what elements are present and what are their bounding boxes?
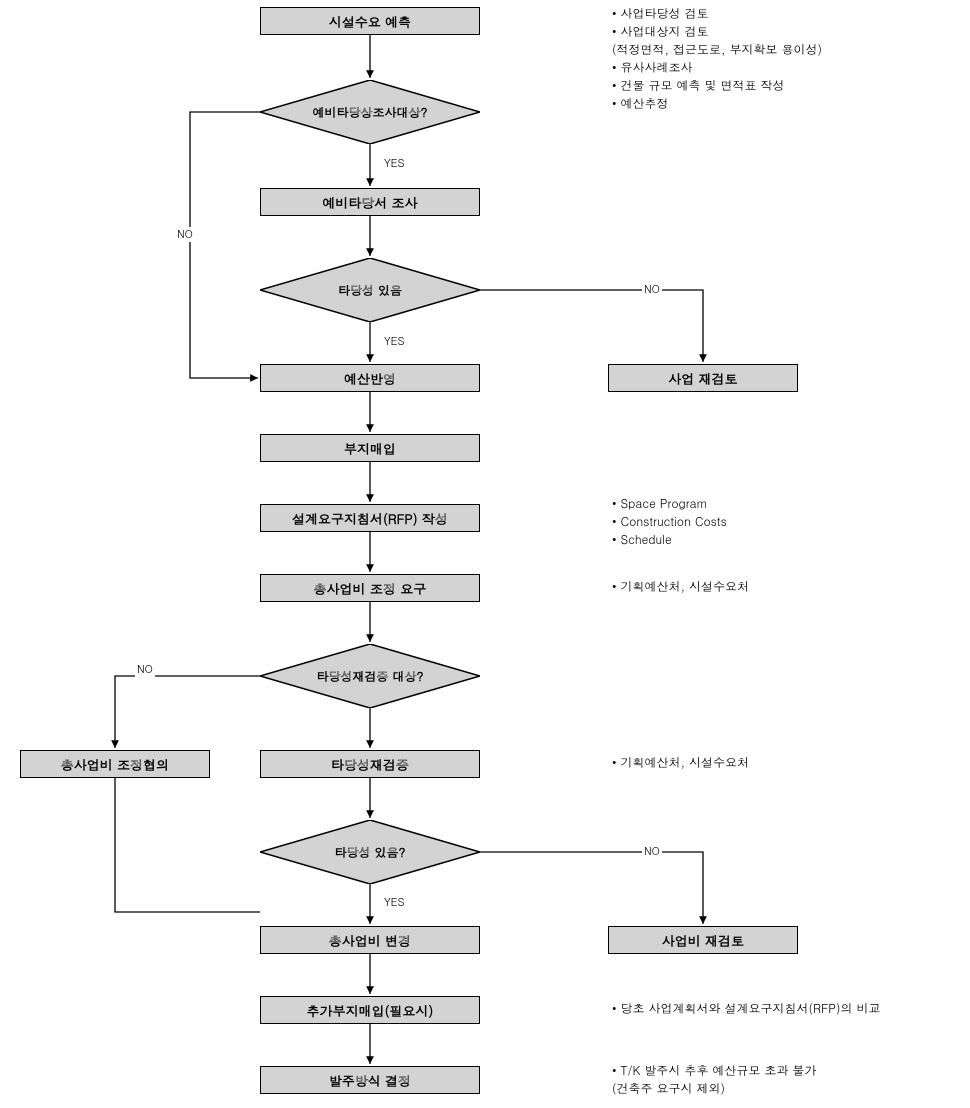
node-n9b: 사업비 재검토 <box>608 926 798 954</box>
node-n6: 총사업비 조정 요구 <box>260 574 480 602</box>
annotation-line: • 예산추정 <box>612 95 822 113</box>
edge-label-no1: NO <box>175 227 195 242</box>
annotation-line: • 사업타당성 검토 <box>612 5 822 23</box>
node-label: 총사업비 변경 <box>329 931 411 950</box>
node-d1: 예비타당상조사대상? <box>260 80 480 144</box>
flowchart-canvas: 시설수요 예측 예비타당서 조사 예산반영 사업 재검토 부지매입 설계요구지침… <box>0 0 970 1108</box>
node-d3: 타당성재검증 대상? <box>260 644 480 708</box>
annotation-line: • 사업대상지 검토 <box>612 23 822 41</box>
node-n10: 추가부지매입(필요시) <box>260 996 480 1024</box>
node-label: 예비타당상조사대상? <box>313 104 428 121</box>
annotation-line: • 건물 규모 예측 및 면적표 작성 <box>612 77 822 95</box>
node-n3b: 사업 재검토 <box>608 364 798 392</box>
node-n1: 시설수요 예측 <box>260 7 480 35</box>
annotation-line: • Construction Costs <box>612 513 727 531</box>
node-label: 타당성재검증 대상? <box>316 668 423 685</box>
node-label: 사업 재검토 <box>668 369 737 388</box>
node-label: 총사업비 조정 요구 <box>314 579 427 598</box>
node-label: 추가부지매입(필요시) <box>307 1001 434 1020</box>
node-d2: 타당성 있음 <box>260 258 480 322</box>
annotation-line: • 당초 사업계획서와 설계요구지침서(RFP)의 비교 <box>612 1000 880 1018</box>
node-n5: 설계요구지침서(RFP) 작성 <box>260 504 480 532</box>
annotation-a2: • Space Program • Construction Costs • S… <box>612 495 727 549</box>
edge-label-yes1: YES <box>382 156 407 171</box>
edge-label-no3: NO <box>135 662 155 677</box>
annotation-a4: • 기획예산처, 시설수요처 <box>612 754 749 772</box>
node-label: 예비타당서 조사 <box>322 193 417 212</box>
annotation-line: • Space Program <box>612 495 727 513</box>
node-label: 타당성 있음? <box>334 844 405 861</box>
node-n11: 발주방식 결정 <box>260 1066 480 1094</box>
node-d4: 타당성 있음? <box>260 820 480 884</box>
node-label: 설계요구지침서(RFP) 작성 <box>292 509 448 528</box>
edge-label-yes2: YES <box>382 334 407 349</box>
annotation-line: • 유사사례조사 <box>612 59 822 77</box>
annotation-a3: • 기획예산처, 시설수요처 <box>612 578 749 596</box>
annotation-a6: • T/K 발주시 추후 예산규모 초과 불가 (건축주 요구시 제외) <box>612 1062 816 1098</box>
edge-label-yes4: YES <box>382 895 407 910</box>
annotation-line: (건축주 요구시 제외) <box>612 1080 816 1098</box>
annotation-a5: • 당초 사업계획서와 설계요구지침서(RFP)의 비교 <box>612 1000 880 1018</box>
annotation-line: • 기획예산처, 시설수요처 <box>612 754 749 772</box>
node-label: 발주방식 결정 <box>329 1071 411 1090</box>
node-label: 사업비 재검토 <box>662 931 744 950</box>
node-n8: 타당성재검증 <box>260 750 480 778</box>
edge-label-no2: NO <box>642 282 662 297</box>
annotation-line: (적정면적, 접근도로, 부지확보 용이성) <box>612 41 822 59</box>
annotation-line: • 기획예산처, 시설수요처 <box>612 578 749 596</box>
node-n3: 예산반영 <box>260 364 480 392</box>
annotation-a1: • 사업타당성 검토 • 사업대상지 검토 (적정면적, 접근도로, 부지확보 … <box>612 5 822 113</box>
annotation-line: • Schedule <box>612 531 727 549</box>
node-n9: 총사업비 변경 <box>260 926 480 954</box>
node-n4: 부지매입 <box>260 434 480 462</box>
node-label: 타당성재검증 <box>331 755 409 774</box>
node-label: 타당성 있음 <box>338 282 402 299</box>
annotation-line: • T/K 발주시 추후 예산규모 초과 불가 <box>612 1062 816 1080</box>
node-label: 부지매입 <box>344 439 396 458</box>
node-label: 예산반영 <box>344 369 396 388</box>
node-n2: 예비타당서 조사 <box>260 188 480 216</box>
edge-label-no4: NO <box>642 844 662 859</box>
node-label: 총사업비 조정협의 <box>61 755 169 774</box>
node-n7: 총사업비 조정협의 <box>20 750 210 778</box>
edges-layer <box>0 0 970 1108</box>
node-label: 시설수요 예측 <box>329 12 411 31</box>
